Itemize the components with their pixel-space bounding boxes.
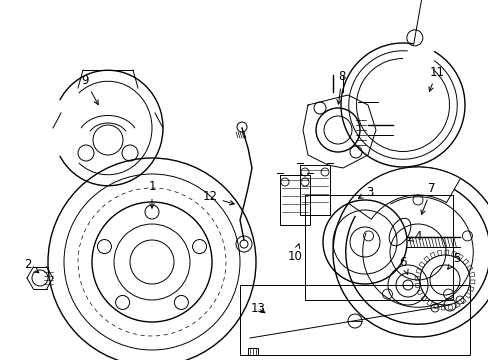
Text: 6: 6 (398, 256, 407, 274)
Text: 5: 5 (447, 252, 460, 269)
Text: 12: 12 (202, 190, 234, 205)
Text: 8: 8 (336, 71, 345, 104)
Text: 4: 4 (407, 230, 421, 243)
Text: 10: 10 (287, 244, 302, 264)
Text: 2: 2 (24, 258, 39, 273)
Wedge shape (347, 167, 460, 219)
Text: 7: 7 (420, 181, 435, 215)
Text: 13: 13 (250, 302, 265, 315)
Bar (305, 195, 452, 300)
Text: 11: 11 (428, 66, 444, 91)
Text: 3: 3 (358, 185, 373, 198)
Bar (240, 285, 469, 355)
Text: 1: 1 (148, 180, 156, 208)
Text: 9: 9 (81, 73, 98, 105)
